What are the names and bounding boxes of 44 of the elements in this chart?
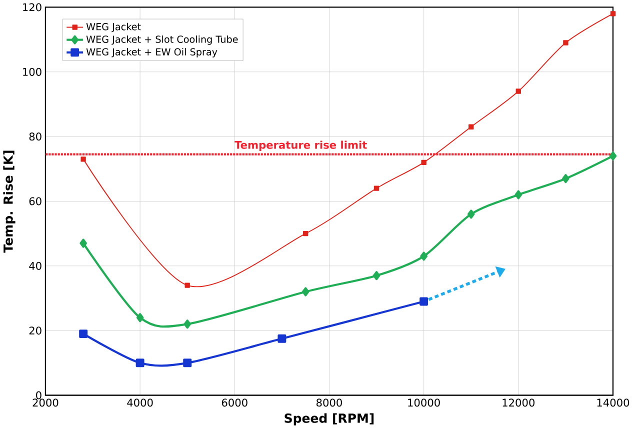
point [302,287,310,297]
point [136,313,144,322]
point [421,160,426,166]
point [609,152,617,161]
y-axis-title: Temp. Rise [K] [3,150,16,253]
legend-label: WEG Jacket [86,23,141,32]
x-tick-label: 8000 [316,398,342,407]
point [610,11,616,16]
y-tick-label: 0 [36,391,42,400]
point [420,297,428,306]
ref-line-label: Temperature rise limit [234,140,367,152]
point [374,186,380,192]
point [420,252,428,261]
point [184,282,190,288]
point [468,124,474,130]
y-tick-label: 120 [23,3,42,12]
point [184,320,192,329]
point [563,40,568,46]
point [80,238,87,248]
point [79,330,88,338]
point [514,190,522,200]
legend-label: WEG Jacket + Slot Cooling Tube [86,36,238,46]
point [80,156,86,162]
point [302,231,308,236]
y-tick-label: 60 [29,197,42,206]
y-tick-label: 20 [29,326,42,335]
x-tick-label: 12000 [502,398,534,407]
y-tick-label: 100 [23,68,42,76]
legend-label: WEG Jacket + EW Oil Spray [86,48,218,58]
point [278,334,286,344]
x-axis-title: Speed [RPM] [284,413,374,426]
x-tick-label: 4000 [127,398,153,407]
x-tick-label: 2000 [32,398,58,407]
y-tick-label: 40 [29,262,42,270]
point [562,174,570,184]
y-tick-label: 80 [29,132,42,141]
point [183,358,192,368]
x-tick-label: 10000 [408,398,440,407]
point [372,271,380,280]
x-tick-label: 6000 [222,398,248,407]
x-tick-label: 14000 [597,398,630,407]
point [467,210,475,219]
point [136,358,144,368]
point [516,88,521,94]
